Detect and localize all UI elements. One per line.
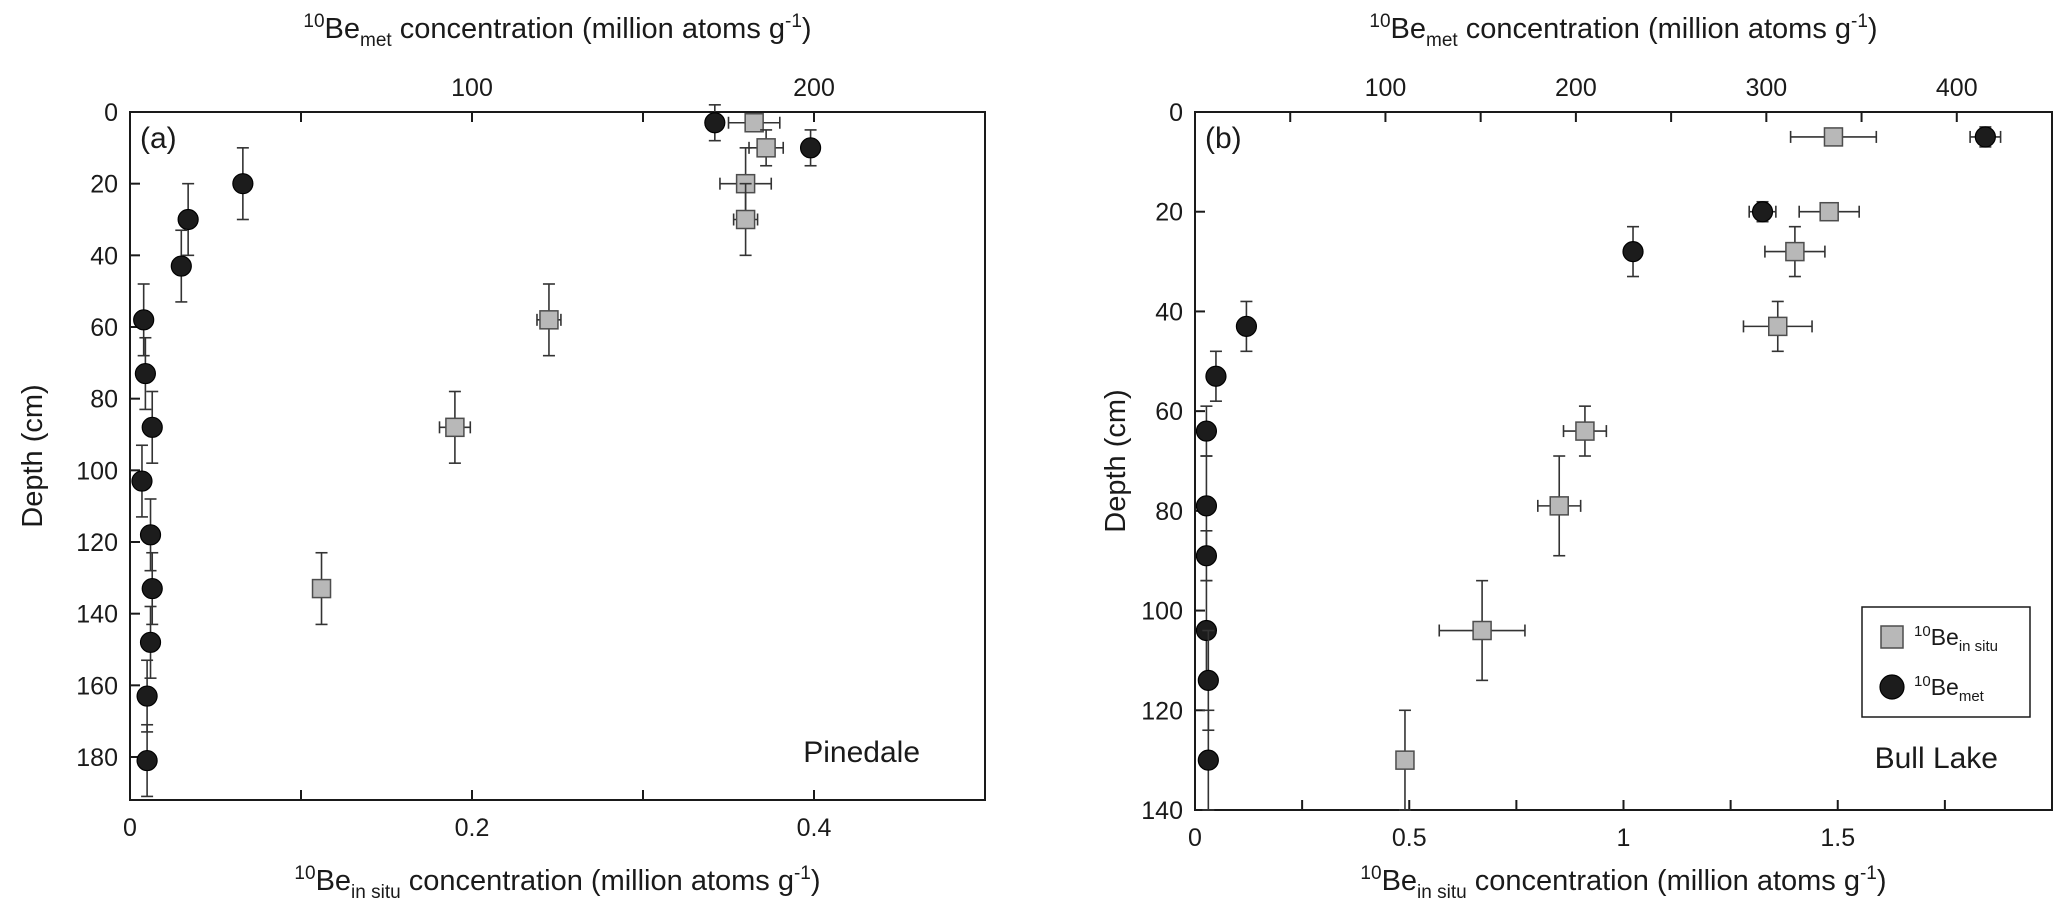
y-axis-title: Depth (cm) [1100, 389, 1132, 532]
x-bottom-tick-label: 1 [1617, 824, 1631, 852]
x-bottom-axis-title: 10Bein situ concentration (million atoms… [1360, 863, 1886, 903]
met-point [1197, 749, 1219, 771]
y-tick-label: 20 [1155, 199, 1183, 227]
met-point [139, 524, 162, 546]
y-tick-label: 160 [76, 672, 118, 700]
x-bottom-tick-label: 0.5 [1392, 824, 1427, 852]
site-label: Bull Lake [1875, 742, 1998, 775]
x-bottom-tick-label: 0 [123, 814, 137, 842]
in-situ-point [1472, 620, 1492, 641]
in-situ-point [735, 209, 756, 230]
met-point [170, 255, 192, 277]
met-point [139, 631, 162, 653]
x-bottom-tick-label: 0.4 [797, 814, 832, 842]
in-situ-point [756, 138, 776, 158]
legend-label: 10Bemet [1914, 673, 1985, 705]
met-point [141, 416, 163, 438]
y-tick-label: 140 [1141, 797, 1183, 825]
met-point [1195, 545, 1218, 567]
x-top-tick-label: 200 [793, 74, 835, 102]
x-top-tick-label: 200 [1555, 74, 1597, 102]
y-tick-label: 120 [76, 529, 118, 557]
met-point [1751, 201, 1774, 223]
y-tick-label: 40 [90, 242, 118, 270]
panel-label: (a) [140, 122, 177, 155]
x-bottom-tick-label: 0.2 [455, 814, 490, 842]
met-point [1622, 241, 1644, 263]
in-situ-point [1823, 127, 1844, 147]
plot-frame [129, 111, 986, 801]
met-point [136, 749, 158, 772]
in-situ-point [1395, 750, 1415, 770]
met-point [1195, 420, 1218, 442]
met-point [136, 685, 158, 707]
met-point [133, 309, 155, 331]
panel-label: (b) [1205, 122, 1242, 155]
met-point [232, 173, 254, 195]
panel-a-pinedale: 0 20 40 60 80 100 120 140 160 180 0 0.2 0.4 100 200 10B… [17, 11, 986, 903]
y-tick-label: 120 [1141, 697, 1183, 725]
x-bottom-tick-label: 1.5 [1820, 824, 1855, 852]
in-situ-point [1575, 421, 1595, 441]
y-tick-label: 180 [76, 744, 118, 772]
met-point [131, 470, 153, 492]
met-point [1235, 315, 1258, 337]
x-bottom-axis-title: 10Bein situ concentration (million atoms… [294, 863, 820, 903]
met-point [1974, 126, 1996, 148]
met-point [1195, 495, 1218, 517]
in-situ-point [744, 113, 764, 133]
y-tick-label: 0 [104, 99, 118, 127]
met-point [704, 112, 726, 134]
y-tick-label: 20 [90, 171, 118, 199]
y-tick-label: 100 [1141, 598, 1183, 626]
legend: 10Bein situ 10Bemet [1861, 606, 2031, 718]
in-situ-point [445, 417, 465, 438]
in-situ-point [1549, 496, 1569, 516]
y-tick-label: 40 [1155, 298, 1183, 326]
x-top-tick-label: 300 [1745, 74, 1787, 102]
y-tick-label: 60 [90, 314, 118, 342]
y-tick-label: 80 [90, 386, 118, 414]
in-situ-point [1785, 241, 1805, 262]
y-tick-label: 100 [76, 457, 118, 485]
met-point [1197, 669, 1219, 691]
y-tick-label: 80 [1155, 498, 1183, 526]
x-top-tick-label: 100 [1365, 74, 1407, 102]
y-tick-label: 60 [1155, 398, 1183, 426]
in-situ-point [1819, 201, 1839, 222]
x-bottom-tick-label: 0 [1188, 824, 1202, 852]
x-top-tick-label: 100 [451, 74, 493, 102]
x-top-tick-label: 400 [1936, 74, 1978, 102]
x-top-axis-title: 10Bemet concentration (million atoms g-1… [1369, 11, 1877, 51]
x-top-axis-title: 10Bemet concentration (million atoms g-1… [303, 11, 811, 51]
met-point [134, 362, 156, 385]
in-situ-point [539, 310, 559, 330]
legend-label: 10Bein situ [1914, 623, 1998, 655]
met-point [1205, 365, 1227, 387]
legend-circle-icon [1879, 674, 1905, 700]
met-point [177, 208, 199, 231]
y-axis-title: Depth (cm) [17, 384, 49, 527]
in-situ-point [1768, 316, 1788, 337]
met-point [799, 137, 822, 159]
y-tick-label: 140 [76, 601, 118, 629]
met-point [141, 577, 163, 600]
in-situ-point [311, 578, 332, 599]
site-label: Pinedale [803, 736, 920, 769]
legend-square-icon [1880, 625, 1904, 649]
y-tick-label: 0 [1169, 99, 1183, 127]
